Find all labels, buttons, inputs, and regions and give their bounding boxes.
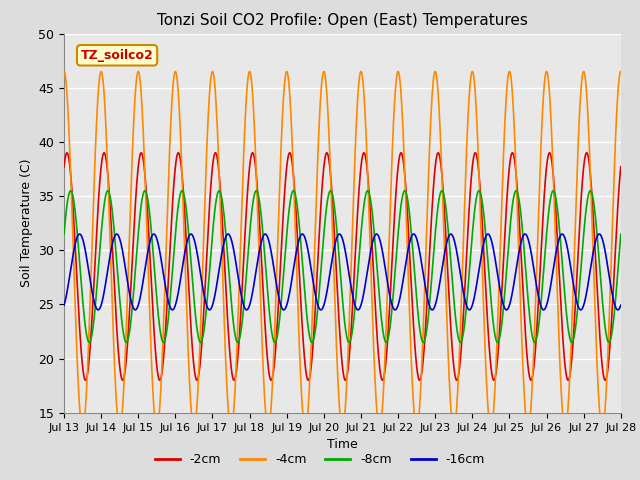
Title: Tonzi Soil CO2 Profile: Open (East) Temperatures: Tonzi Soil CO2 Profile: Open (East) Temp… — [157, 13, 528, 28]
X-axis label: Time: Time — [327, 438, 358, 451]
Legend: -2cm, -4cm, -8cm, -16cm: -2cm, -4cm, -8cm, -16cm — [150, 448, 490, 471]
Y-axis label: Soil Temperature (C): Soil Temperature (C) — [20, 159, 33, 288]
Text: TZ_soilco2: TZ_soilco2 — [81, 49, 154, 62]
